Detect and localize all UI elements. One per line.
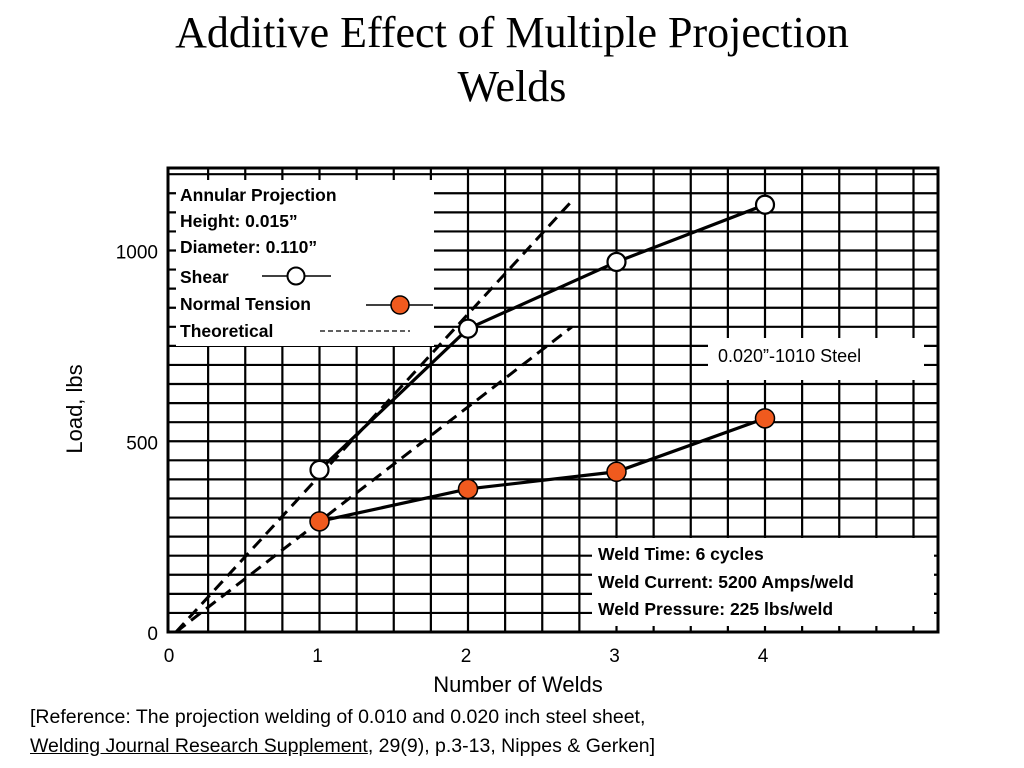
condition-weld-current: Weld Current: 5200 Amps/weld <box>598 572 854 592</box>
material-annotation-text: 0.020”-1010 Steel <box>718 346 861 366</box>
normal-tension-point <box>754 408 776 429</box>
slide-title: Additive Effect of Multiple Projection W… <box>0 6 1024 114</box>
normal-tension-point <box>457 478 479 500</box>
reference-citation: [Reference: The projection welding of 0.… <box>30 703 1020 761</box>
reference-line-1: [Reference: The projection welding of 0.… <box>30 706 646 728</box>
shear-point <box>606 251 627 273</box>
x-tick-label: 3 <box>609 646 620 667</box>
x-axis-label: Number of Welds <box>433 672 603 697</box>
legend-label-shear: Shear <box>180 267 229 287</box>
material-annotation-background <box>708 338 924 380</box>
title-line-2: Welds <box>457 62 567 111</box>
reference-line-2: Welding Journal Research Supplement, 29(… <box>30 732 1020 761</box>
legend-marker-filled-circle <box>390 295 410 315</box>
normal-tension-point <box>309 511 330 532</box>
y-tick-label: 1000 <box>116 243 158 264</box>
legend-header-1: Annular Projection <box>180 185 337 205</box>
shear-point <box>309 459 330 480</box>
theoretical-line-2 <box>175 325 573 634</box>
y-tick-label: 0 <box>147 624 158 645</box>
legend-header-3: Diameter: 0.110” <box>180 237 317 257</box>
plot-frame <box>166 166 940 634</box>
reference-journal: Welding Journal Research Supplement <box>30 735 368 757</box>
legend-marker-open-circle <box>286 266 306 286</box>
x-tick-label: 1 <box>312 646 323 667</box>
legend-background <box>176 180 434 346</box>
y-tick-label: 500 <box>126 433 158 454</box>
legend-label-normal-tension: Normal Tension <box>180 294 311 314</box>
legend: Annular Projection Height: 0.015” Diamet… <box>176 180 434 346</box>
legend-label-theoretical: Theoretical <box>180 321 273 341</box>
legend-header-2: Height: 0.015” <box>180 211 298 231</box>
shear-line <box>318 203 766 472</box>
normal-tension-line <box>319 416 766 523</box>
material-annotation: 0.020”-1010 Steel <box>708 338 924 380</box>
shear-point <box>457 318 479 339</box>
x-tick-label: 0 <box>164 646 175 667</box>
normal-tension-point <box>606 461 627 483</box>
y-axis-label: Load, lbs <box>62 364 87 453</box>
shear-point <box>754 194 776 215</box>
conditions-annotation: Weld Time: 6 cycles Weld Current: 5200 A… <box>592 538 934 626</box>
x-tick-label: 4 <box>758 646 769 667</box>
series <box>309 194 776 532</box>
condition-weld-time: Weld Time: 6 cycles <box>598 544 764 564</box>
title-line-1: Additive Effect of Multiple Projection <box>175 8 849 57</box>
x-tick-label: 2 <box>461 646 472 667</box>
condition-weld-pressure: Weld Pressure: 225 lbs/weld <box>598 599 833 619</box>
conditions-annotation-background <box>592 538 934 626</box>
axis-ticks: 0 1 2 3 4 0 500 1000 <box>116 243 769 668</box>
reference-details: , 29(9), p.3-13, Nippes & Gerken] <box>367 735 656 757</box>
